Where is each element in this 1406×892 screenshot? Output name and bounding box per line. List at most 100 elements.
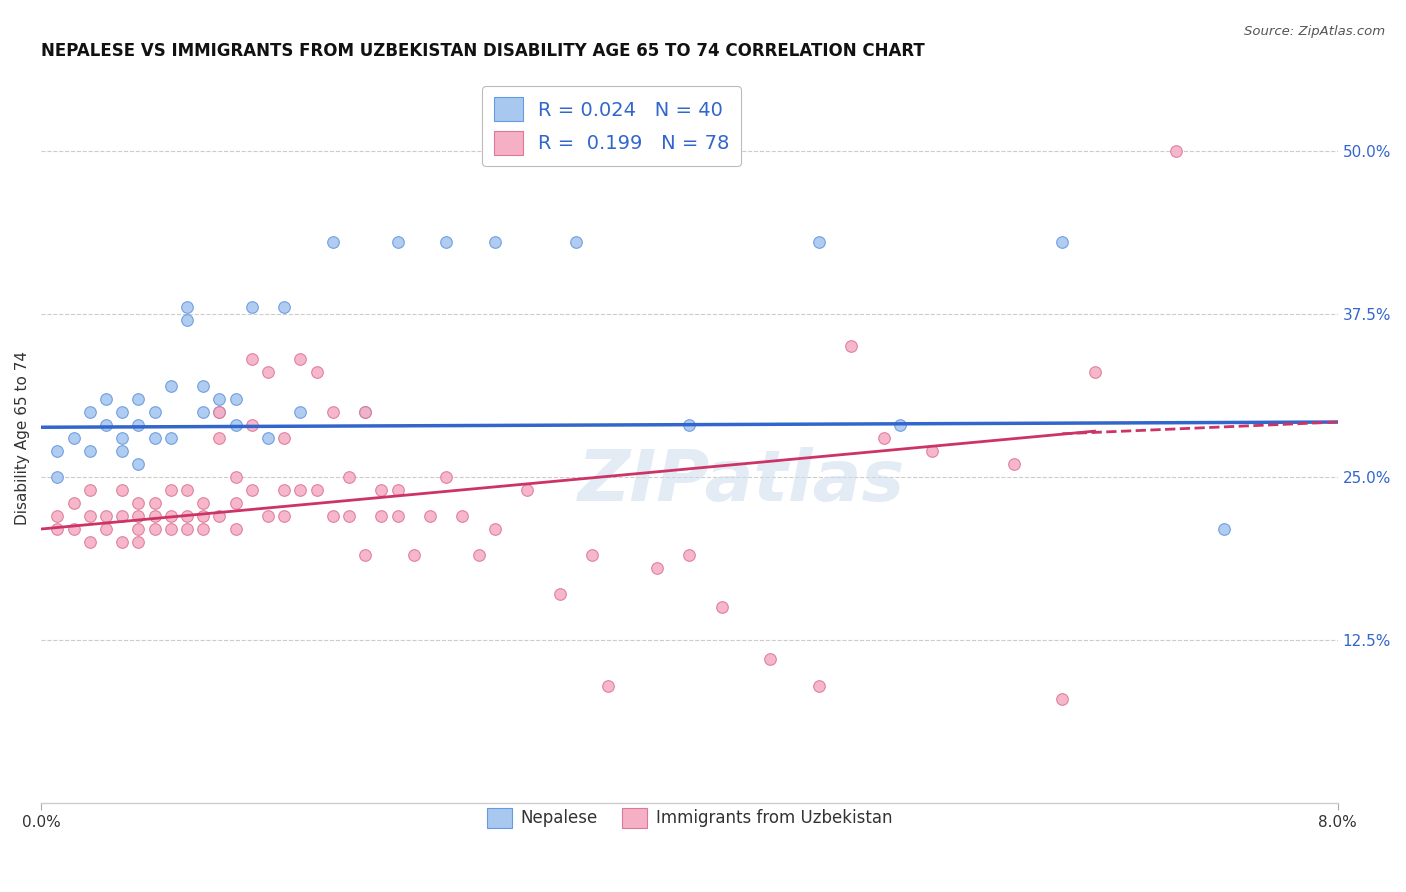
Point bbox=[354, 404, 377, 418]
Point bbox=[305, 483, 328, 497]
Point bbox=[645, 561, 668, 575]
Legend: Nepalese, Immigrants from Uzbekistan: Nepalese, Immigrants from Uzbekistan bbox=[479, 801, 898, 835]
Point bbox=[159, 483, 181, 497]
Point bbox=[208, 404, 231, 418]
Point bbox=[111, 535, 134, 549]
Point bbox=[208, 392, 231, 406]
Point bbox=[159, 508, 181, 523]
Point bbox=[176, 483, 198, 497]
Point bbox=[208, 508, 231, 523]
Point bbox=[94, 392, 117, 406]
Point bbox=[516, 483, 538, 497]
Point bbox=[548, 587, 571, 601]
Point bbox=[290, 352, 312, 367]
Point bbox=[273, 431, 295, 445]
Point bbox=[419, 508, 441, 523]
Point bbox=[467, 548, 489, 562]
Text: ZIPatlas: ZIPatlas bbox=[578, 447, 905, 516]
Point bbox=[111, 508, 134, 523]
Point bbox=[240, 417, 263, 432]
Point bbox=[290, 404, 312, 418]
Point bbox=[240, 352, 263, 367]
Point bbox=[322, 404, 344, 418]
Point bbox=[370, 508, 392, 523]
Point bbox=[257, 431, 280, 445]
Point bbox=[127, 535, 149, 549]
Point bbox=[273, 300, 295, 314]
Point bbox=[127, 508, 149, 523]
Point bbox=[841, 339, 863, 353]
Point bbox=[79, 483, 101, 497]
Point bbox=[111, 431, 134, 445]
Point bbox=[484, 522, 506, 536]
Point bbox=[46, 508, 69, 523]
Y-axis label: Disability Age 65 to 74: Disability Age 65 to 74 bbox=[15, 351, 30, 524]
Point bbox=[759, 652, 782, 666]
Point bbox=[678, 417, 700, 432]
Point bbox=[176, 300, 198, 314]
Point bbox=[193, 522, 215, 536]
Point bbox=[225, 392, 247, 406]
Point bbox=[451, 508, 474, 523]
Point bbox=[176, 522, 198, 536]
Point bbox=[127, 496, 149, 510]
Point bbox=[62, 522, 84, 536]
Point bbox=[1164, 144, 1187, 158]
Point bbox=[434, 235, 457, 249]
Point bbox=[1213, 522, 1236, 536]
Point bbox=[240, 300, 263, 314]
Point bbox=[127, 417, 149, 432]
Point bbox=[305, 366, 328, 380]
Point bbox=[434, 470, 457, 484]
Point bbox=[143, 404, 166, 418]
Point bbox=[581, 548, 603, 562]
Point bbox=[127, 457, 149, 471]
Point bbox=[143, 522, 166, 536]
Point bbox=[273, 508, 295, 523]
Point bbox=[193, 378, 215, 392]
Point bbox=[111, 443, 134, 458]
Point bbox=[79, 404, 101, 418]
Point bbox=[225, 496, 247, 510]
Point bbox=[337, 508, 360, 523]
Point bbox=[565, 235, 588, 249]
Point bbox=[127, 392, 149, 406]
Point bbox=[159, 378, 181, 392]
Point bbox=[598, 679, 620, 693]
Point bbox=[111, 483, 134, 497]
Point bbox=[159, 431, 181, 445]
Point bbox=[62, 431, 84, 445]
Point bbox=[1083, 366, 1105, 380]
Point bbox=[79, 535, 101, 549]
Point bbox=[322, 235, 344, 249]
Point bbox=[143, 496, 166, 510]
Point bbox=[889, 417, 911, 432]
Point bbox=[225, 522, 247, 536]
Point bbox=[176, 508, 198, 523]
Point bbox=[225, 417, 247, 432]
Point bbox=[159, 522, 181, 536]
Point bbox=[921, 443, 943, 458]
Point bbox=[1002, 457, 1025, 471]
Point bbox=[484, 235, 506, 249]
Point bbox=[143, 431, 166, 445]
Point bbox=[79, 508, 101, 523]
Point bbox=[193, 508, 215, 523]
Point bbox=[710, 600, 733, 615]
Point bbox=[290, 483, 312, 497]
Point bbox=[176, 313, 198, 327]
Point bbox=[193, 404, 215, 418]
Point bbox=[46, 443, 69, 458]
Point bbox=[354, 404, 377, 418]
Point bbox=[240, 483, 263, 497]
Point bbox=[1050, 235, 1073, 249]
Point bbox=[873, 431, 896, 445]
Point bbox=[79, 443, 101, 458]
Point bbox=[257, 508, 280, 523]
Point bbox=[354, 548, 377, 562]
Point bbox=[273, 483, 295, 497]
Point bbox=[387, 235, 409, 249]
Point bbox=[257, 366, 280, 380]
Text: Source: ZipAtlas.com: Source: ZipAtlas.com bbox=[1244, 25, 1385, 38]
Point bbox=[62, 496, 84, 510]
